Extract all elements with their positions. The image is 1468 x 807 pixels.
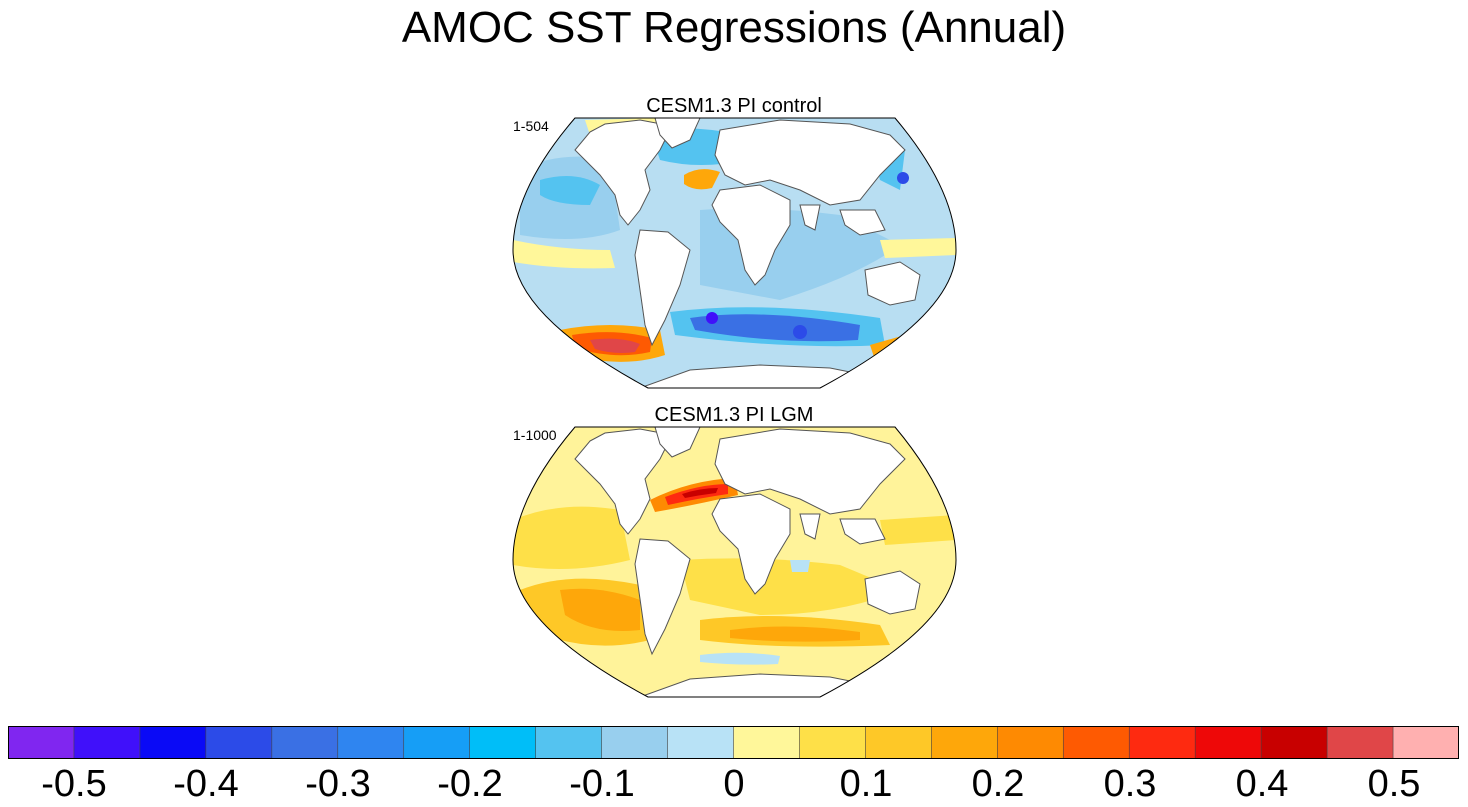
colorbar-swatch <box>469 726 537 759</box>
colorbar-swatch <box>1062 726 1131 759</box>
colorbar-swatch <box>1392 726 1459 759</box>
colorbar-label: -0.5 <box>41 763 107 805</box>
colorbar-label: -0.3 <box>305 763 371 805</box>
colorbar-swatch <box>139 726 207 759</box>
colorbar-swatch <box>337 726 405 759</box>
colorbar-swatch <box>667 726 735 759</box>
colorbar-swatch <box>733 726 801 759</box>
colorbar-swatch <box>997 726 1065 759</box>
panel-title-pi-lgm: CESM1.3 PI LGM <box>654 404 814 426</box>
colorbar-swatch <box>865 726 933 759</box>
colorbar <box>8 726 1459 759</box>
colorbar-swatch <box>601 726 669 759</box>
colorbar-label: -0.1 <box>569 763 635 805</box>
colorbar-label: -0.4 <box>173 763 239 805</box>
colorbar-label: 0.2 <box>971 763 1025 805</box>
colorbar-swatch <box>799 726 867 759</box>
panel-years-pi-lgm: 1-1000 <box>513 427 557 443</box>
colorbar-label: 0 <box>723 763 745 805</box>
colorbar-swatch <box>271 726 339 759</box>
colorbar-swatch <box>8 726 75 759</box>
colorbar-swatch <box>403 726 471 759</box>
map-pi-control <box>513 118 956 388</box>
colorbar-swatch <box>73 726 141 759</box>
colorbar-label: 0.4 <box>1235 763 1289 805</box>
colorbar-swatch <box>205 726 273 759</box>
figure-title: AMOC SST Regressions (Annual) <box>401 3 1067 52</box>
panel-years-pi-control: 1-504 <box>513 118 549 134</box>
colorbar-swatch <box>1260 726 1328 759</box>
maps-svg <box>512 117 957 698</box>
map-border-pi-control <box>512 117 957 389</box>
panel-title-pi-control: CESM1.3 PI control <box>646 95 822 117</box>
map-pi-lgm <box>513 427 956 697</box>
colorbar-swatch <box>1194 726 1262 759</box>
colorbar-swatch <box>1326 726 1394 759</box>
colorbar-label: 0.5 <box>1367 763 1421 805</box>
colorbar-label: -0.2 <box>437 763 503 805</box>
colorbar-swatch <box>931 726 999 759</box>
map-border-pi-lgm <box>512 426 957 698</box>
colorbar-labels: -0.5 -0.4 -0.3 -0.2 -0.1 0 0.1 0.2 0.3 0… <box>0 762 1468 806</box>
colorbar-label: 0.3 <box>1103 763 1157 805</box>
colorbar-label: 0.1 <box>839 763 893 805</box>
colorbar-swatch <box>1128 726 1196 759</box>
colorbar-swatch <box>535 726 603 759</box>
